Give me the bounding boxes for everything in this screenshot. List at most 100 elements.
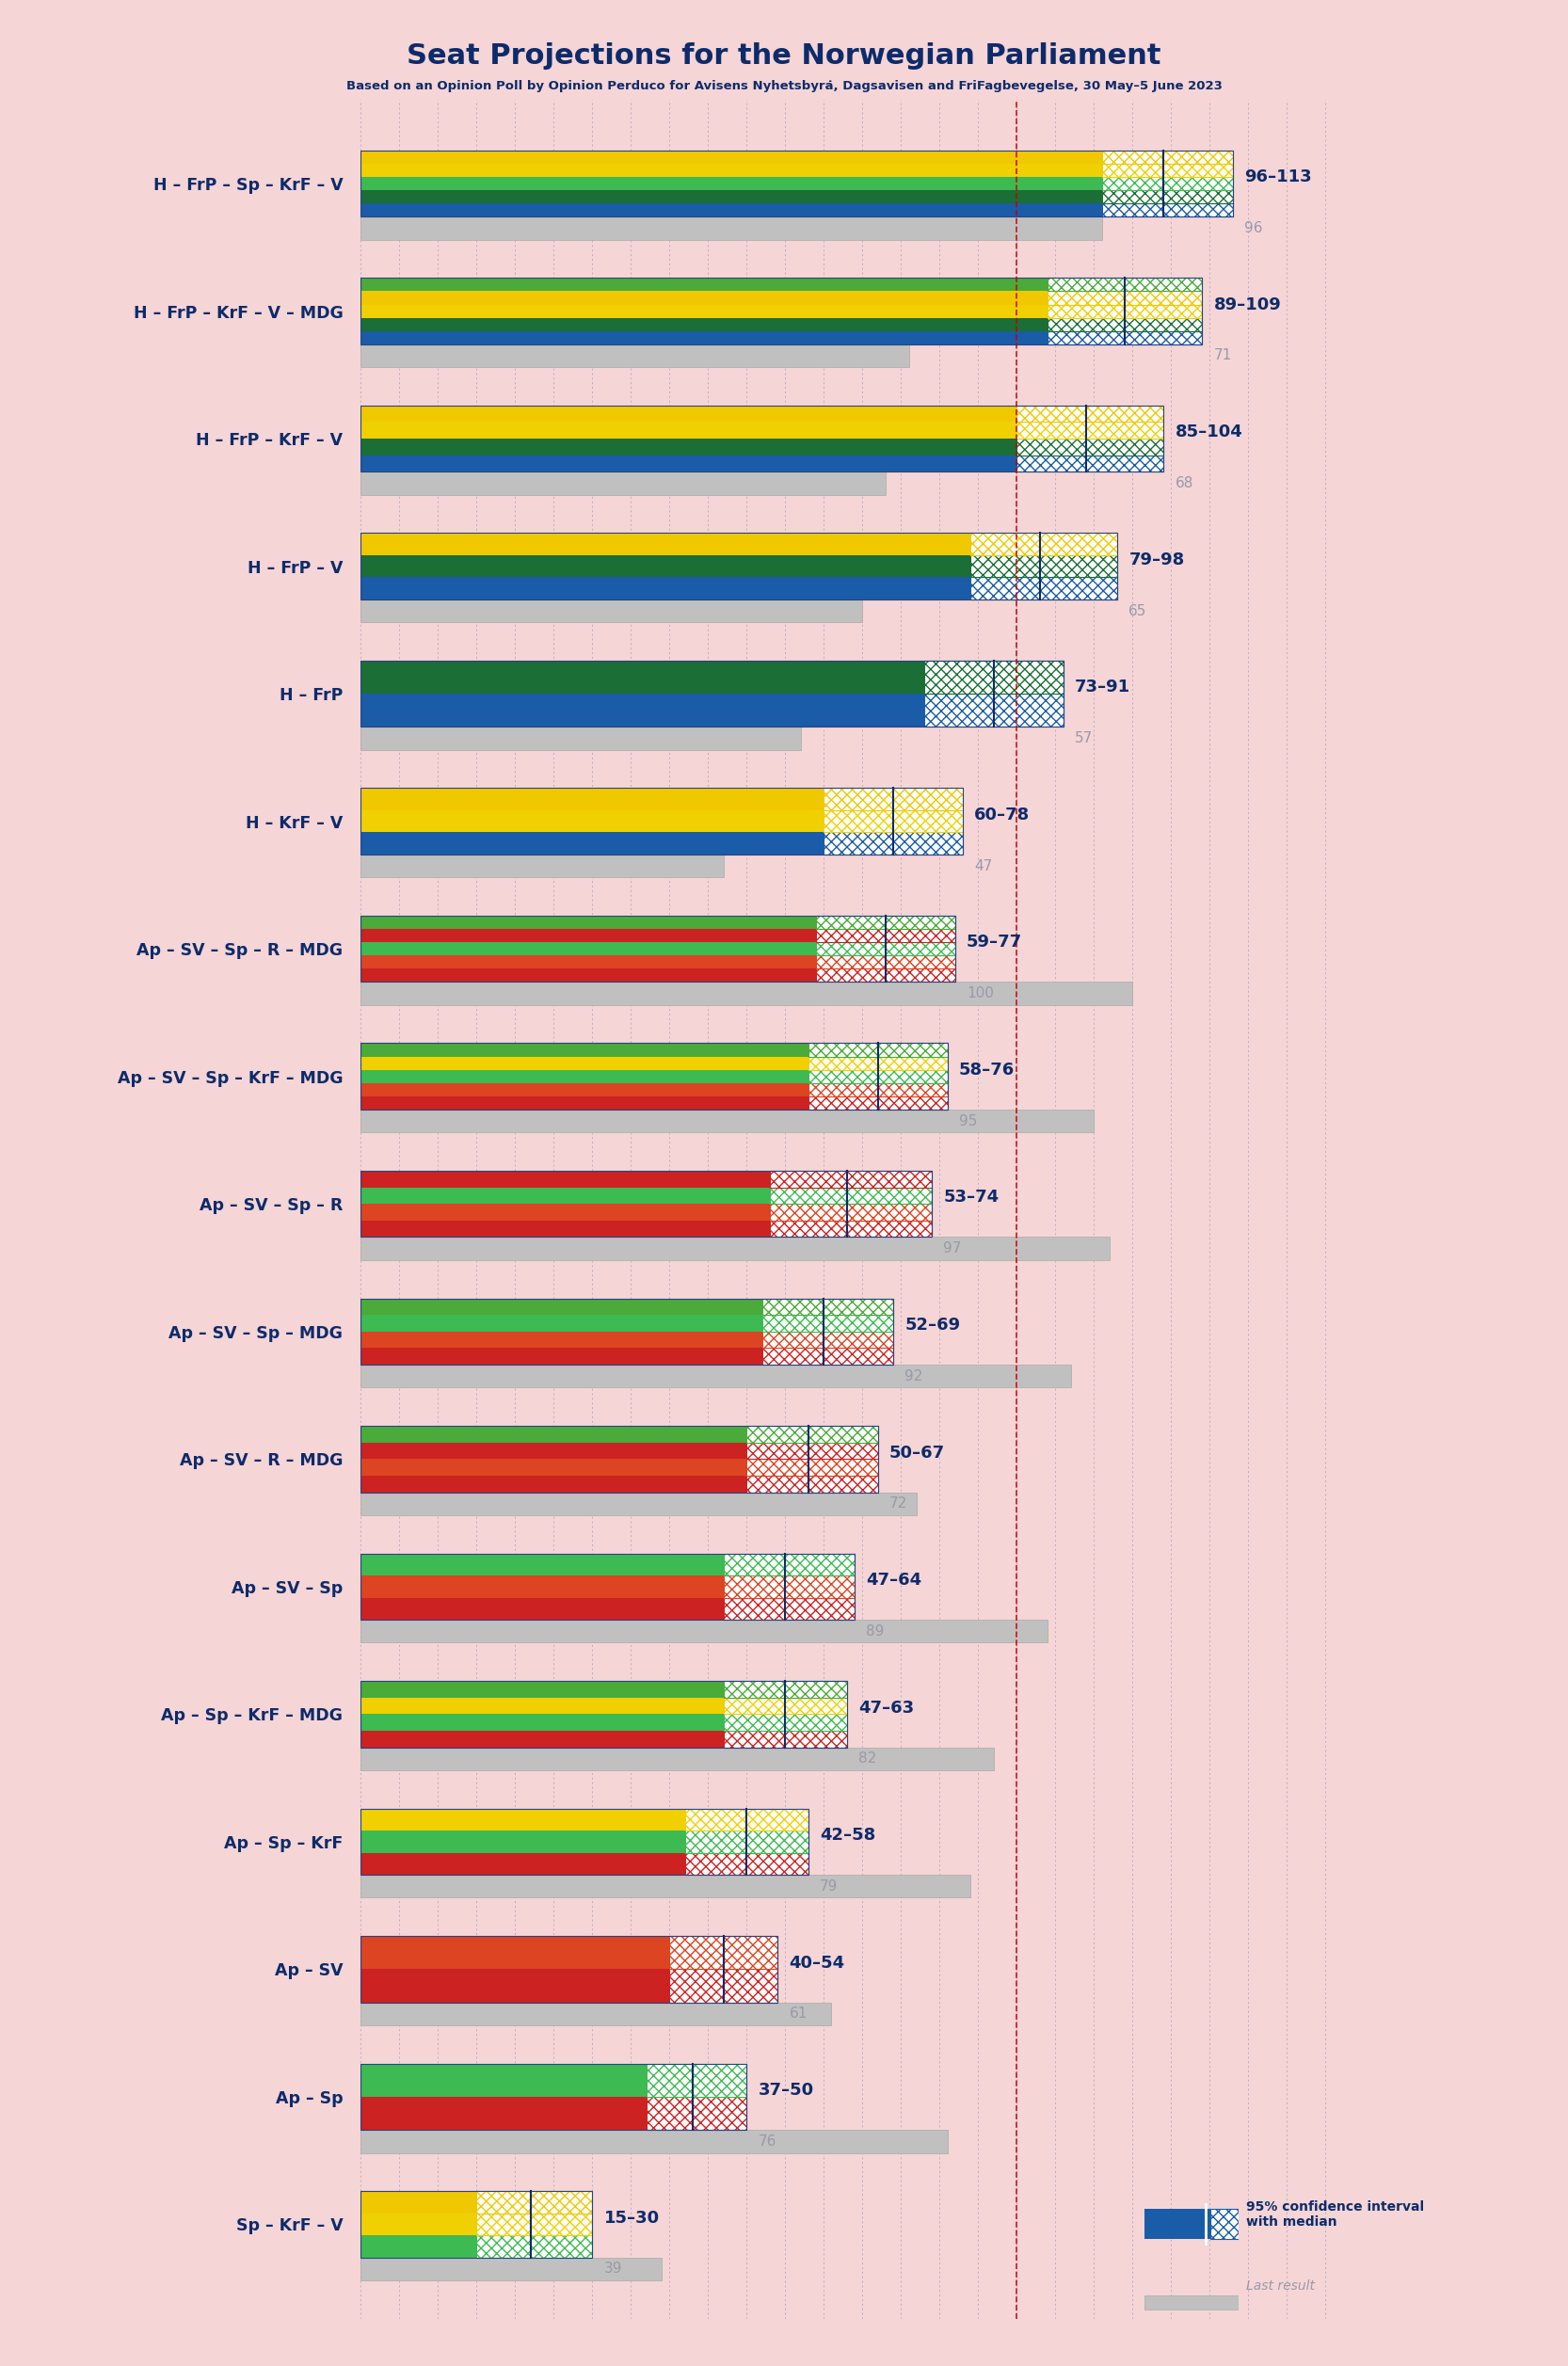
Bar (361, 1746, 994, 1770)
Text: 47–64: 47–64 (866, 1571, 922, 1588)
Bar (361, 1713, 723, 1730)
Bar (809, 1084, 947, 1095)
Bar (361, 660, 1063, 726)
Bar (361, 438, 1016, 454)
Bar (1016, 421, 1163, 438)
Bar (685, 1853, 809, 1874)
Bar (361, 177, 1102, 189)
Bar (361, 660, 924, 693)
Text: 96: 96 (1245, 220, 1262, 234)
Bar (361, 1069, 809, 1084)
Bar (1102, 203, 1232, 218)
Bar (361, 2096, 646, 2129)
Bar (361, 1874, 971, 1898)
Bar (646, 2063, 746, 2096)
Bar (1047, 277, 1203, 291)
Text: 95: 95 (960, 1114, 977, 1129)
Bar (361, 2129, 947, 2153)
Bar (746, 1427, 878, 1443)
Bar (815, 916, 955, 930)
Text: 89–109: 89–109 (1214, 296, 1281, 312)
Text: 76: 76 (759, 2134, 776, 2148)
Text: 47–63: 47–63 (859, 1699, 914, 1715)
Bar (361, 277, 1047, 291)
Text: 53–74: 53–74 (944, 1190, 999, 1207)
Bar (477, 2212, 593, 2236)
Bar (1047, 291, 1203, 305)
Bar (924, 660, 1063, 693)
Bar (361, 1808, 809, 1874)
Bar (924, 693, 1063, 726)
Bar (361, 454, 1016, 471)
Bar (361, 2002, 831, 2025)
Bar (361, 1237, 1110, 1261)
Bar (361, 2063, 746, 2129)
Bar (1102, 163, 1232, 177)
Bar (361, 1476, 746, 1493)
Bar (361, 345, 909, 367)
Text: 100: 100 (966, 987, 994, 1001)
Bar (361, 1554, 855, 1621)
Bar (361, 1576, 723, 1597)
Bar (361, 331, 1047, 345)
Bar (361, 405, 1016, 421)
Text: 60–78: 60–78 (974, 807, 1030, 823)
Bar (1016, 438, 1163, 454)
Bar (723, 1680, 847, 1696)
Text: 89: 89 (866, 1623, 884, 1637)
Bar (361, 1460, 746, 1476)
Bar (823, 809, 963, 833)
Bar (361, 788, 823, 809)
Bar (762, 1299, 894, 1315)
Bar (477, 2236, 593, 2257)
Bar (770, 1188, 931, 1204)
Bar (361, 916, 955, 982)
Bar (361, 1554, 723, 1576)
Bar (746, 1460, 878, 1476)
Bar (1102, 189, 1232, 203)
Bar (361, 1365, 1071, 1386)
Bar (361, 693, 924, 726)
Bar (809, 1095, 947, 1110)
Bar (685, 1808, 809, 1831)
Text: 79–98: 79–98 (1129, 551, 1184, 568)
Bar (361, 599, 862, 622)
Bar (1047, 305, 1203, 317)
Bar (815, 942, 955, 956)
Bar (361, 854, 723, 878)
Bar (361, 317, 1047, 331)
Bar (361, 833, 823, 854)
Bar (770, 1221, 931, 1237)
Bar (361, 788, 963, 854)
Bar (361, 1299, 762, 1315)
Bar (361, 1730, 723, 1746)
Text: 40–54: 40–54 (789, 1954, 845, 1971)
Bar (762, 1332, 894, 1349)
Bar (1047, 331, 1203, 345)
Bar (361, 1680, 723, 1696)
Bar (361, 2191, 593, 2257)
Bar (770, 1171, 931, 1188)
Bar (361, 1597, 723, 1621)
Bar (361, 2236, 477, 2257)
Text: 95% confidence interval
with median: 95% confidence interval with median (1247, 2200, 1425, 2229)
Bar (361, 532, 971, 556)
Bar (746, 1476, 878, 1493)
Bar (361, 203, 1102, 218)
Bar (685, 1831, 809, 1853)
Bar (1102, 177, 1232, 189)
Bar (361, 2191, 477, 2212)
Bar (361, 151, 1102, 163)
Bar (1145, 2295, 1239, 2309)
Bar (809, 1043, 947, 1058)
Bar (1145, 2210, 1210, 2238)
Bar (646, 2096, 746, 2129)
Bar (361, 1084, 809, 1095)
Text: 37–50: 37–50 (759, 2082, 814, 2099)
Bar (361, 1935, 670, 1969)
Bar (361, 471, 886, 494)
Bar (823, 833, 963, 854)
Bar (361, 1349, 762, 1365)
Bar (361, 405, 1163, 471)
Text: 73–91: 73–91 (1074, 679, 1131, 696)
